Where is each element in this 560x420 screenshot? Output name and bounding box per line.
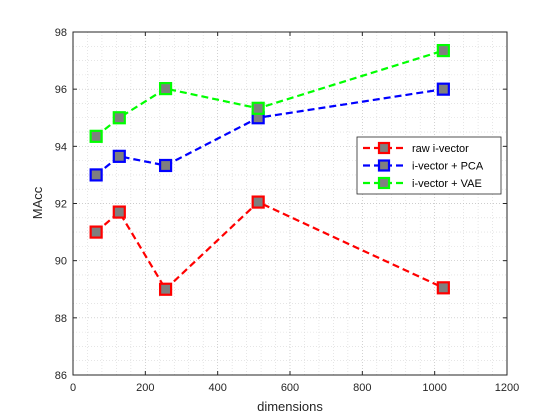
data-point [251, 101, 265, 115]
x-tick-label: 0 [70, 382, 76, 394]
legend-entry: raw i-vector [412, 143, 469, 155]
data-point [436, 281, 450, 295]
x-tick-label: 600 [281, 382, 299, 394]
data-point [251, 195, 265, 209]
data-point [112, 149, 126, 163]
y-tick-label: 92 [55, 199, 67, 211]
legend-marker [377, 159, 391, 172]
data-point [158, 282, 173, 296]
legend-entry: i-vector + PCA [412, 161, 484, 173]
legend-marker [377, 176, 391, 190]
y-tick-label: 86 [55, 370, 67, 382]
series-line-3 [95, 49, 444, 138]
x-tick-label: 400 [208, 382, 226, 394]
x-tick-labels: 0 200 400 600 800 1000 1200 [70, 382, 519, 394]
series-line-2 [95, 88, 444, 176]
y-tick-label: 98 [55, 27, 67, 39]
data-point [436, 43, 450, 58]
y-tick-label: 94 [55, 141, 67, 153]
data-point [112, 205, 126, 219]
data-point [89, 129, 103, 143]
data-point [89, 168, 103, 182]
x-tick-label: 1200 [495, 382, 519, 394]
series-layer [89, 43, 450, 296]
x-tick-label: 800 [353, 382, 371, 394]
y-tick-label: 90 [55, 256, 67, 268]
data-point [158, 81, 173, 96]
data-point [112, 111, 126, 125]
axes-box [72, 31, 508, 376]
y-axis-label: MAcc [30, 186, 45, 219]
x-axis-label: dimensions [257, 399, 323, 414]
legend-entry: i-vector + VAE [412, 178, 482, 190]
data-point [436, 82, 450, 96]
x-tick-label: 200 [136, 382, 154, 394]
axes [72, 31, 508, 376]
data-point [158, 158, 173, 173]
y-tick-labels: 86 88 90 92 94 96 98 [55, 27, 67, 382]
legend-marker [377, 141, 391, 155]
legend: raw i-vector i-vector + PCA i-vector + VAE [356, 136, 502, 195]
y-tick-label: 96 [55, 84, 67, 96]
y-tick-label: 88 [55, 313, 67, 325]
x-tick-label: 1000 [422, 382, 446, 394]
data-point [89, 225, 103, 239]
